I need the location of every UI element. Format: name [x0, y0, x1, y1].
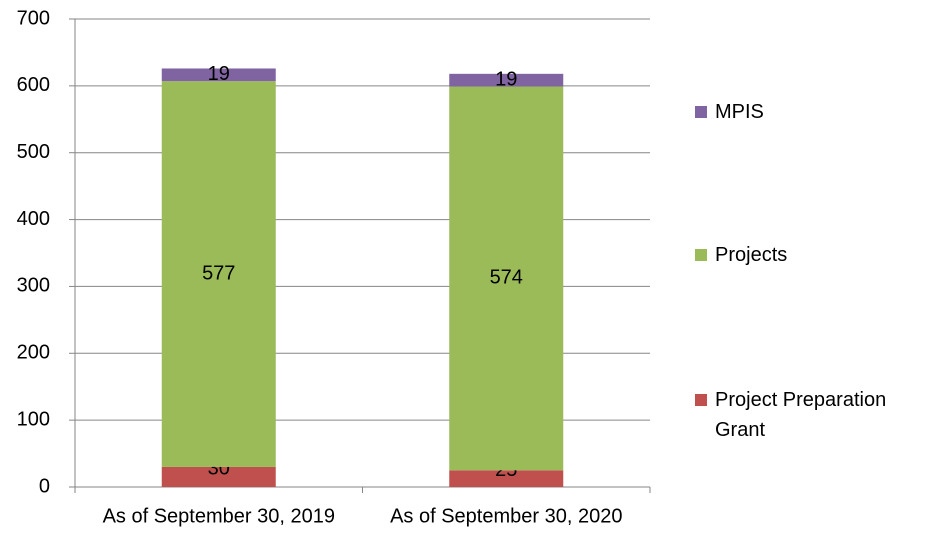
legend-swatch — [695, 249, 707, 261]
x-tick-label: As of September 30, 2020 — [390, 505, 622, 527]
y-tick-label: 600 — [17, 74, 50, 96]
legend-label: Project Preparation Grant — [715, 389, 887, 441]
y-tick-label: 400 — [17, 208, 50, 230]
y-tick-label: 100 — [17, 408, 50, 430]
bar-segment — [161, 466, 276, 487]
x-tick-label: As of September 30, 2019 — [103, 505, 335, 527]
legend-label: MPIS — [715, 101, 764, 123]
y-tick-label: 200 — [17, 342, 50, 364]
legend-swatch — [695, 394, 707, 406]
bar-segment — [449, 470, 564, 487]
y-tick-label: 0 — [39, 475, 50, 497]
legend-swatch — [695, 106, 707, 118]
data-label: 577 — [202, 262, 235, 284]
y-tick-label: 300 — [17, 275, 50, 297]
bar-segment — [161, 68, 276, 82]
data-label: 19 — [208, 63, 230, 85]
legend-label: Projects — [715, 244, 788, 266]
y-tick-label: 500 — [17, 141, 50, 163]
y-tick-label: 700 — [17, 7, 50, 29]
bar-segment — [161, 81, 276, 467]
data-label: 19 — [495, 68, 517, 90]
bar-segment — [449, 86, 564, 471]
data-label: 574 — [490, 267, 523, 289]
bar-segment — [449, 73, 564, 87]
